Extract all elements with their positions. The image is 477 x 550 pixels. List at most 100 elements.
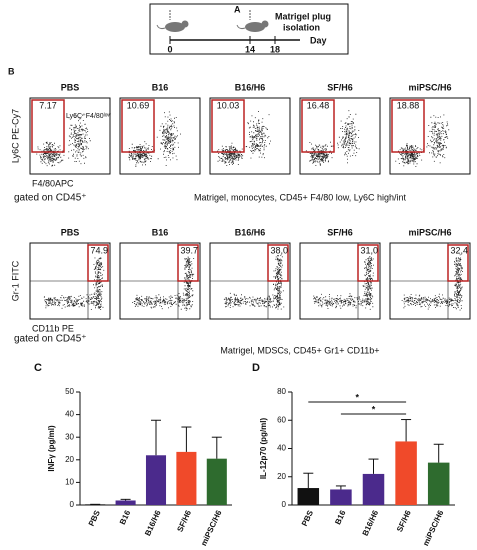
y-tick-label: 20 — [277, 472, 286, 481]
gate-value: 74.9 — [90, 245, 108, 255]
gate-value: 10.03 — [217, 100, 240, 110]
row-caption: Matrigel, MDSCs, CD45+ Gr1+ CD11b+ — [220, 345, 379, 355]
x-axis-label: CD11b PE — [32, 323, 74, 333]
dot-cloud — [313, 256, 374, 310]
plot-frame — [29, 97, 111, 175]
y-axis-label: Gr-1 FITC — [10, 260, 20, 301]
day-label: 14 — [245, 44, 255, 54]
dot-cloud — [43, 257, 105, 310]
y-tick-label: 20 — [65, 455, 74, 464]
row-caption: Matrigel, monocytes, CD45+ F4/80 low, Ly… — [194, 192, 407, 202]
bar — [330, 489, 352, 505]
x-tick-label: B16/H6 — [361, 508, 381, 537]
bar — [427, 462, 450, 505]
event-label: isolation — [283, 22, 320, 32]
y-tick-label: 40 — [277, 444, 286, 453]
y-tick-label: 30 — [65, 432, 74, 441]
dot-cloud — [126, 111, 181, 167]
y-tick-label: 50 — [65, 387, 74, 396]
x-tick-label: PBS — [300, 508, 315, 527]
day-label: 0 — [167, 44, 172, 54]
x-tick-label: SF/H6 — [175, 508, 193, 533]
dot-cloud — [395, 114, 450, 167]
sample-title: PBS — [61, 227, 80, 237]
plot-frame — [389, 97, 471, 175]
panel-label: A — [234, 4, 241, 14]
gate-value: 7.17 — [39, 100, 57, 110]
gate — [31, 99, 65, 153]
gate — [87, 244, 109, 282]
y-axis-label: Ly6C PE-Cy7 — [10, 109, 20, 163]
gate — [301, 99, 335, 153]
sample-title: SF/H6 — [327, 227, 353, 237]
gate-value: 16.48 — [307, 100, 330, 110]
gate — [267, 244, 289, 282]
sample-title: miPSC/H6 — [408, 227, 451, 237]
gate-value: 39.7 — [180, 245, 198, 255]
day-label: 18 — [270, 44, 280, 54]
sample-title: PBS — [61, 82, 80, 92]
x-tick-label: miPSC/H6 — [199, 508, 224, 547]
gating-label: gated on CD45⁺ — [14, 193, 87, 204]
y-tick-label: 0 — [70, 500, 75, 509]
gate-value: 38,0 — [270, 245, 288, 255]
y-tick-label: 0 — [282, 500, 287, 509]
gate — [211, 99, 245, 153]
dot-cloud — [401, 254, 463, 311]
bar — [176, 451, 197, 505]
mouse-icon — [156, 10, 189, 32]
x-axis-label: F4/80APC — [32, 178, 74, 188]
plot-frame — [119, 97, 201, 175]
sample-title: B16/H6 — [235, 227, 266, 237]
event-label: Matrigel plug — [275, 11, 331, 21]
sample-title: miPSC/H6 — [408, 82, 451, 92]
dot-cloud — [223, 254, 285, 310]
y-axis-label: INFγ (pg/ml) — [47, 425, 56, 472]
bar — [145, 455, 167, 505]
gate-label: Ly6C⁺F4/80ˡᵒʷ — [66, 113, 111, 120]
y-tick-label: 10 — [65, 478, 74, 487]
significance-label: * — [372, 404, 376, 414]
panel-label: D — [252, 362, 260, 374]
significance-label: * — [355, 392, 359, 402]
gate-value: 18.88 — [397, 100, 420, 110]
panel-label: B — [8, 66, 15, 76]
x-tick-label: B16/H6 — [143, 508, 163, 537]
bar — [395, 441, 417, 505]
gate — [391, 99, 425, 153]
y-tick-label: 60 — [277, 415, 286, 424]
x-tick-label: miPSC/H6 — [421, 508, 446, 547]
dot-cloud — [132, 256, 195, 311]
plot-frame — [299, 97, 381, 175]
x-tick-label: PBS — [87, 508, 102, 527]
gate-value: 10.69 — [127, 100, 150, 110]
dot-cloud — [305, 110, 360, 166]
y-tick-label: 40 — [65, 410, 74, 419]
mouse-icon — [236, 10, 269, 32]
sample-title: B16 — [152, 227, 169, 237]
bar — [206, 458, 227, 505]
y-axis-label: IL-12p70 (pg/ml) — [259, 417, 268, 479]
panel-label: C — [34, 362, 42, 374]
x-tick-label: SF/H6 — [395, 508, 413, 533]
gating-label: gated on CD45⁺ — [14, 334, 87, 345]
sample-title: B16 — [152, 82, 169, 92]
bar — [297, 488, 320, 505]
gate — [357, 244, 379, 282]
gate — [121, 99, 155, 153]
sample-title: SF/H6 — [327, 82, 353, 92]
x-tick-label: B16 — [333, 508, 348, 526]
gate-value: 32,4 — [450, 245, 468, 255]
gate — [447, 244, 469, 282]
bar — [362, 473, 385, 505]
day-unit: Day — [310, 35, 327, 45]
plot-frame — [209, 97, 291, 175]
bar — [115, 500, 136, 505]
x-tick-label: B16 — [118, 508, 133, 526]
sample-title: B16/H6 — [235, 82, 266, 92]
gate — [177, 244, 199, 282]
gate-value: 31,0 — [360, 245, 378, 255]
y-tick-label: 80 — [277, 387, 286, 396]
dot-cloud — [36, 114, 91, 167]
